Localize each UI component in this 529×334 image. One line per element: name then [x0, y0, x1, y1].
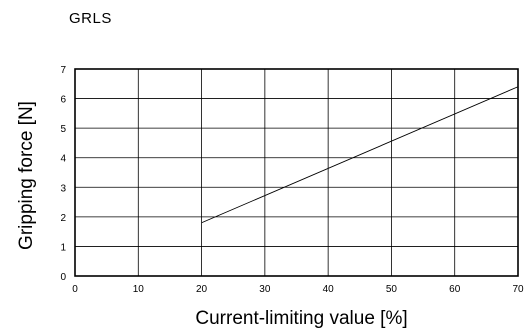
- x-tick-label-5: 50: [386, 284, 398, 295]
- y-tick-label-2: 2: [60, 213, 66, 224]
- y-tick-label-5: 5: [60, 124, 66, 135]
- series-line-0: [201, 86, 519, 224]
- x-tick-label-4: 40: [323, 284, 335, 295]
- y-tick-label-7: 7: [60, 65, 66, 76]
- x-tick-label-0: 0: [72, 284, 78, 295]
- axes: [74, 68, 519, 277]
- grid-lines: [75, 69, 518, 276]
- y-tick-label-6: 6: [60, 95, 66, 106]
- y-tick-label-0: 0: [60, 272, 66, 283]
- y-tick-label-3: 3: [60, 183, 66, 194]
- y-tick-label-1: 1: [60, 242, 66, 253]
- chart-title: GRLS: [69, 10, 112, 27]
- x-tick-label-6: 60: [449, 284, 461, 295]
- tick-labels: 0 10 20 30 40 50 60 70 0 1 2 3 4 5 6 7: [60, 65, 524, 295]
- plot-frame: [74, 68, 519, 277]
- x-tick-label-1: 10: [133, 284, 145, 295]
- series-lines: [201, 86, 519, 224]
- y-axis-title: Gripping force [N]: [16, 101, 37, 250]
- x-tick-label-3: 30: [259, 284, 271, 295]
- x-tick-label-7: 70: [512, 284, 524, 295]
- x-axis-title: Current-limiting value [%]: [195, 308, 407, 329]
- x-tick-label-2: 20: [196, 284, 208, 295]
- y-tick-label-4: 4: [60, 154, 66, 165]
